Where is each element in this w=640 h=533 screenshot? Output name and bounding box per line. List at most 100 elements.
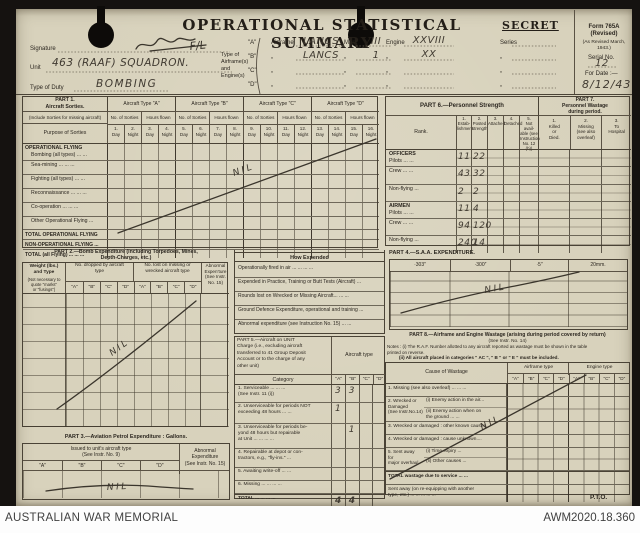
part1-aircraft-sorties-table: PART 1. Aircraft Sorties. (Include Sorti… <box>22 96 379 258</box>
table-row: NON-OPERATIONAL FLYING ... <box>23 240 379 250</box>
part1-note: (Include Sorties for missing aircraft) <box>23 111 107 124</box>
group-header: Aircraft Type "B" <box>175 97 243 111</box>
category-header: Category <box>235 374 331 384</box>
column-header: 16. Night <box>362 125 379 143</box>
series-word: „ <box>500 68 502 74</box>
part2-column-headers: "A" "B" "C" "D" "A" "B" "C" "D" <box>65 281 201 293</box>
establishment-value: 94 <box>458 221 471 232</box>
table-row: Co-operation ... ... ... <box>23 203 379 217</box>
classification-stamp: SECRET <box>502 19 559 32</box>
airframe-block-label: Type of Airframe(s) and Engine(s) <box>221 52 249 79</box>
part8-wastage-table: PART 8.—Airframe and Engine Wastage (ari… <box>385 332 630 502</box>
part3-column-headers: "A" "B" "C" "D" <box>23 460 179 471</box>
part4-title: PART 4.—S.A.A. EXPENDITURE. <box>389 250 475 256</box>
subgroup-header: No. of Sorties <box>243 112 277 124</box>
posted-strength-value: 120 <box>473 221 492 232</box>
airframe-row: "D" „ „ „ „ <box>248 82 564 96</box>
saa-how-expended-table: How Expended Operationally fired in air … <box>234 250 385 334</box>
airframe-word: „ <box>271 82 273 88</box>
column-header: 10. Night <box>260 125 277 143</box>
empty-grid-cells <box>107 175 379 188</box>
subgroup-header: Hours flown <box>209 112 243 124</box>
series-word: „ <box>500 82 502 88</box>
establishment-value: 43 <box>458 169 471 180</box>
part5-aircraft-on-unit-charge: PART 5.—Aircraft on UNIT Charge (i.e., e… <box>234 336 386 508</box>
column-header: 2. Posted strength <box>471 116 488 149</box>
column-header: "A" <box>512 376 519 381</box>
part5-column-headers: "A" "B" "C" "D" <box>331 374 386 384</box>
column-header: 1. Estab- lishment <box>456 116 473 149</box>
column-header: "A" <box>39 463 46 469</box>
column-header: "D" <box>553 374 568 383</box>
column-header: "A" <box>335 377 343 382</box>
column-header: "C" <box>167 282 184 293</box>
engine-word: „ <box>386 82 388 88</box>
posted-strength-value: 2 <box>473 186 480 197</box>
empty-grid-cells <box>506 435 629 447</box>
series-word: „ <box>500 54 502 60</box>
table-row: TOTAL ... ... ... ... 4 4 <box>235 494 386 508</box>
column-header: "D" <box>140 461 179 471</box>
subgroup-header: Hours flown <box>277 112 311 124</box>
type-letter: "A" <box>248 40 257 46</box>
how-expended-rows: Operationally fired in air ... ... ... .… <box>235 264 384 334</box>
column-header: ·5″ <box>510 260 568 271</box>
table-row: AIRMEN Pilots ... ... 11 4 <box>386 201 631 220</box>
issued-header: Issued to unit's aircraft type (See Inst… <box>70 446 132 458</box>
aircraft-type-header: Aircraft type <box>331 337 386 374</box>
date-label: For Date :— <box>585 71 618 77</box>
part2-title: PART 2.—Bomb Expenditure (including Torp… <box>54 249 198 262</box>
column-header: 1. Killed or Died. <box>548 118 560 140</box>
cause-header: Cause of Wastage <box>425 369 468 375</box>
part2-grid <box>23 293 229 427</box>
part1-purpose-label: Purpose of Sorties <box>43 130 87 136</box>
airframe-type-header: Airframe type <box>507 363 569 375</box>
cell-value: 3 <box>348 386 355 396</box>
column-header: 3. Attached <box>487 116 505 149</box>
serial-value: 12 <box>595 58 609 69</box>
table-row: 6. Missing ... ... ... ... <box>235 481 386 494</box>
group-header: Aircraft Type "C" <box>243 97 311 111</box>
part3-table: Issued to unit's aircraft type (See Inst… <box>22 443 230 500</box>
column-header: "D" <box>184 282 201 293</box>
empty-grid-cells <box>107 240 379 249</box>
engine-value: XXVIII <box>412 35 446 46</box>
table-row: Crew ... ... 94 120 <box>386 219 631 237</box>
table-row: Fighting (all types) ... ... <box>23 175 379 189</box>
posted-strength-value: 4 <box>473 203 480 214</box>
engine-word: Engine <box>386 40 405 46</box>
column-header: 3. To Hospital <box>601 116 631 149</box>
punch-hole-left <box>88 6 114 50</box>
archive-name: AUSTRALIAN WAR MEMORIAL <box>5 512 179 524</box>
part7-title: PART 7. Personnel Wastage during period. <box>538 97 631 115</box>
column-header: 2. Missing (see also overleaf) <box>569 116 602 149</box>
part1-group-headers: Aircraft Type "A" Aircraft Type "B" Aircra… <box>107 97 379 111</box>
unit-value: 463 (RAAF) SQUADRON. <box>52 57 190 69</box>
signature-label: Signature <box>30 46 56 52</box>
part3-title: PART 3.—Aviation Petrol Expenditure : Ga… <box>64 434 188 440</box>
column-header: "B" <box>523 374 538 383</box>
form-title: OPERATIONAL STATISTICAL SUMMARY <box>182 16 462 52</box>
table-row: Sent away (on re-equipping with another … <box>386 485 629 502</box>
mark-word: „ <box>344 82 346 88</box>
establishment-value: 11 <box>458 203 471 214</box>
table-row: Other Operational Flying ... <box>23 217 379 230</box>
airframe-value: LANCS <box>303 36 339 47</box>
posted-strength-value: 14 <box>473 238 486 249</box>
empty-grid-cells <box>506 472 629 484</box>
column-header: "C" <box>101 461 140 471</box>
subgroup-header: Hours flown <box>345 112 379 124</box>
empty-grid-cells <box>506 422 629 434</box>
series-word: Series <box>500 40 518 46</box>
unit-label: Unit <box>30 65 41 71</box>
cell-value: 4 <box>348 496 356 506</box>
engine-word: „ <box>386 54 388 60</box>
part8-subtitle: (See Instr. No. 14) <box>488 338 527 343</box>
date-value: 8/12/43 <box>582 78 632 91</box>
lost-group-header: No. lost on missing or wrecked aircraft … <box>133 263 201 281</box>
column-header: 20mm. <box>568 260 627 271</box>
empty-grid-cells <box>107 161 379 174</box>
table-row: 2. Wrecked or Damaged (See Instr.No.14) … <box>386 397 629 422</box>
duty-label: Type of Duty <box>30 85 64 91</box>
